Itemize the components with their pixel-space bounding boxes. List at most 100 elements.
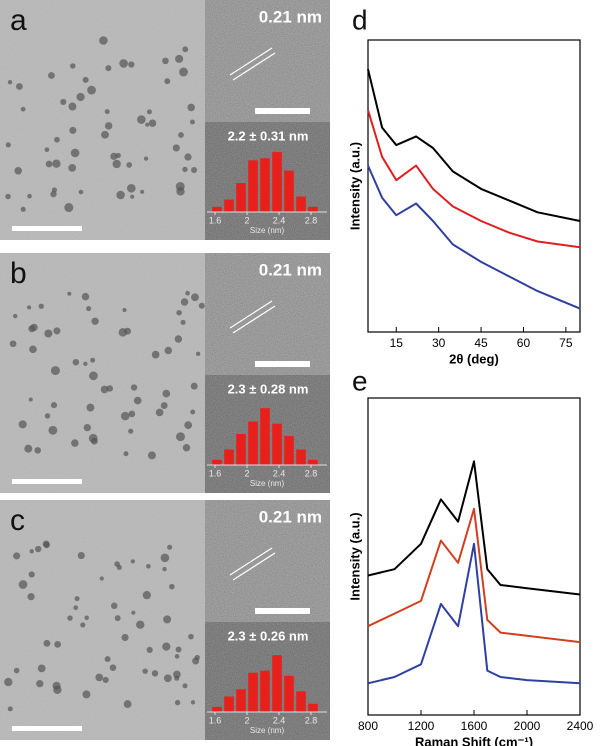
nanoparticle (128, 410, 136, 418)
nanoparticle (89, 371, 98, 381)
lattice-fringe (229, 300, 273, 329)
nanoparticle (160, 553, 170, 563)
lattice-fringe (229, 547, 273, 576)
x-tick-label: 2400 (567, 719, 594, 733)
nanoparticle (64, 203, 74, 213)
x-tick-label: 800 (358, 719, 378, 733)
nanoparticle (13, 552, 21, 560)
nanoparticle (68, 163, 77, 172)
histogram-bar (212, 459, 222, 465)
nanoparticle (77, 551, 85, 560)
histogram-bar (248, 421, 258, 465)
nanoparticle (83, 423, 91, 432)
histogram-bar (272, 152, 282, 212)
data-line (367, 68, 581, 222)
nanoparticle (37, 664, 46, 673)
nanoparticle (147, 451, 156, 460)
x-tick-label: 2 (244, 715, 249, 725)
nanoparticle (182, 46, 189, 53)
nanoparticle (119, 59, 128, 68)
nanoparticle (60, 98, 67, 106)
x-tick-label: 2.4 (273, 715, 286, 725)
histogram-title: 2.2 ± 0.31 nm (228, 128, 309, 143)
x-axis-label: Size (nm) (250, 726, 285, 735)
nanoparticle (91, 317, 99, 325)
x-tick-label: 1.6 (209, 215, 222, 225)
nanoparticle (182, 683, 188, 689)
data-line (367, 542, 581, 685)
nanoparticle (74, 596, 80, 602)
scale-bar (12, 726, 82, 731)
nanoparticle (99, 576, 104, 581)
histogram-bar (236, 689, 246, 712)
nanoparticle (131, 610, 136, 615)
lattice-spacing: 0.21 nm (259, 7, 322, 26)
lattice-fringe (232, 552, 276, 581)
nanoparticle (9, 340, 17, 348)
nanoparticle (155, 408, 164, 417)
nanoparticle (4, 677, 13, 687)
histogram-bar (272, 423, 282, 465)
nanoparticle (51, 187, 58, 193)
nanoparticle (18, 580, 28, 589)
nanoparticle (104, 122, 113, 130)
plot-frame (367, 397, 581, 716)
x-tick-label: 60 (517, 336, 531, 350)
hrtem-scale-bar (255, 361, 310, 367)
nanoparticle (174, 335, 183, 343)
nanoparticle (163, 615, 172, 624)
histogram-title: 2.3 ± 0.28 nm (228, 381, 309, 396)
lattice-fringe (232, 305, 276, 334)
x-tick-label: 2.4 (273, 215, 286, 225)
nanoparticle (164, 78, 171, 85)
nanoparticle (176, 432, 185, 442)
nanoparticle (80, 622, 86, 628)
nanoparticle (175, 181, 185, 191)
y-axis-label: Intensity (a.u.) (347, 512, 362, 600)
lattice-spacing: 0.21 nm (259, 507, 322, 526)
histogram-bar (296, 691, 306, 712)
nanoparticle (13, 667, 20, 674)
nanoparticle (67, 291, 72, 296)
nanoparticle (121, 633, 129, 642)
nanoparticle (86, 305, 92, 312)
nanoparticle (36, 680, 44, 688)
nanoparticle (128, 428, 134, 434)
histogram-bar (224, 449, 234, 465)
nanoparticle (191, 293, 199, 302)
nanoparticle (20, 206, 26, 212)
nanoparticle (95, 673, 104, 682)
nanoparticle (164, 346, 173, 355)
nanoparticle (162, 642, 171, 651)
nanoparticle (130, 384, 138, 391)
nanoparticle (53, 327, 61, 335)
histogram-bar (248, 160, 258, 212)
nanoparticle (100, 385, 109, 394)
nanoparticle (190, 700, 196, 705)
histogram-bar (212, 706, 222, 712)
x-tick-label: 2.4 (273, 468, 286, 478)
nanoparticle (13, 313, 18, 319)
nanoparticle (104, 656, 111, 663)
nanoparticle (101, 130, 109, 139)
x-tick-label: 1.6 (209, 468, 222, 478)
nanoparticle (174, 654, 180, 659)
nanoparticle (142, 668, 148, 674)
nanoparticle (104, 109, 110, 115)
nanoparticle (82, 690, 91, 699)
x-tick-label: 15 (390, 336, 404, 350)
panel-label: c (10, 504, 25, 537)
histogram-bar (308, 206, 318, 212)
x-tick-label: 75 (559, 336, 573, 350)
nanoparticle (162, 57, 169, 65)
nanoparticle (48, 72, 55, 79)
nanoparticle (50, 366, 60, 376)
nanoparticle (151, 350, 160, 359)
nanoparticle (27, 193, 32, 199)
nanoparticle (120, 411, 130, 421)
nanoparticle (44, 413, 51, 419)
hrtem-scale-bar (255, 108, 310, 114)
nanoparticle (78, 189, 84, 195)
nanoparticle (187, 103, 195, 112)
nanoparticle (29, 549, 34, 554)
